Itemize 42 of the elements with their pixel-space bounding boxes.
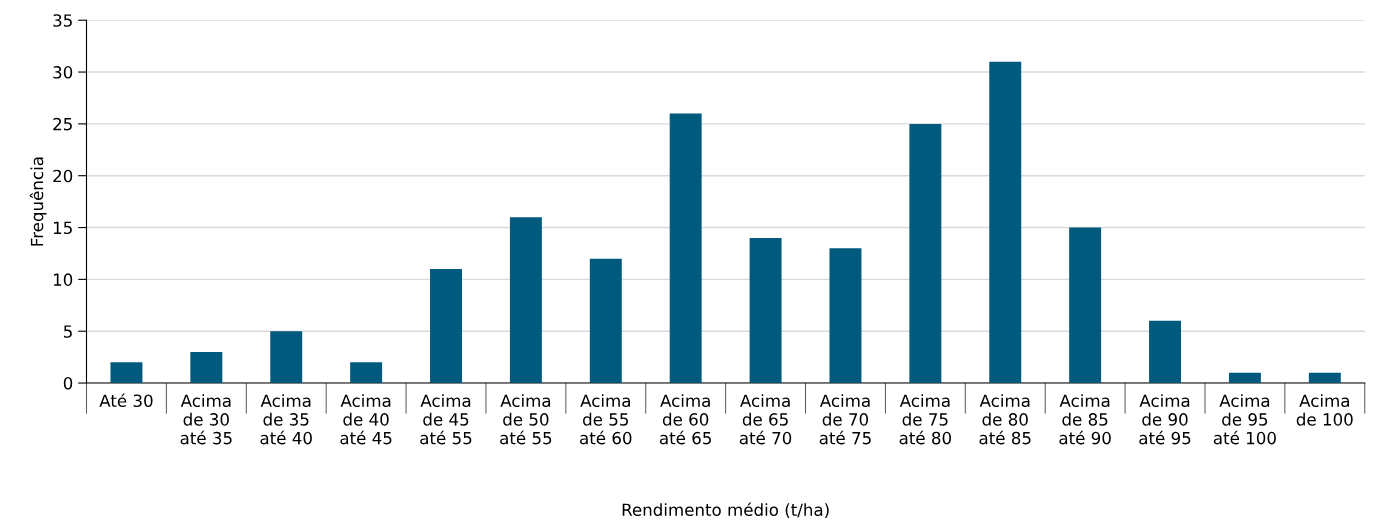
y-tick-label: 35 [53,14,72,27]
y-tick-label: 30 [53,66,73,79]
bar [989,61,1022,384]
x-tick-label: Acima de 35 até 40 [260,394,312,445]
bar [1069,227,1102,384]
bar [509,217,542,384]
bar [270,331,303,384]
bar [749,237,782,384]
x-tick-label: Acima de 85 até 90 [1059,394,1111,445]
y-axis-title: Frequência [29,157,47,246]
bar [1228,372,1261,384]
x-tick-label: Acima de 100 [1296,394,1353,426]
x-tick-label: Acima de 75 até 80 [899,394,952,445]
x-axis-title: Rendimento médio (t/ha) [622,502,829,519]
y-tick-label: 0 [63,377,73,390]
y-tick-label: 10 [53,273,73,286]
x-tick-label: Acima de 55 até 60 [580,394,632,445]
y-tick-label: 15 [53,221,72,235]
bar [190,351,223,384]
bar [1308,372,1341,384]
x-tick-label: Acima de 70 até 75 [819,394,871,445]
bar [350,362,383,384]
x-tick-label: Acima de 90 até 95 [1139,394,1191,445]
bar [909,123,942,384]
bar [589,258,622,384]
bar [430,269,462,384]
bar [669,113,702,384]
x-tick-label: Até 30 [99,393,153,408]
y-tick-label: 20 [53,169,73,183]
y-tick-label: 5 [63,325,72,338]
x-tick-label: Acima de 60 até 65 [659,394,711,445]
bar [1149,320,1182,384]
x-tick-label: Acima de 95 até 100 [1213,394,1276,445]
y-tick-label: 25 [53,117,72,131]
x-tick-label: Acima de 40 até 45 [340,394,392,445]
x-tick-label: Acima de 50 até 55 [500,394,552,445]
x-tick-label: Acima de 65 até 70 [739,394,792,445]
x-tick-label: Acima de 45 até 55 [420,394,472,445]
x-tick-label: Acima de 30 até 35 [180,394,232,445]
x-tick-label: Acima de 80 até 85 [979,394,1031,445]
bar [110,362,143,384]
bar [829,248,862,384]
